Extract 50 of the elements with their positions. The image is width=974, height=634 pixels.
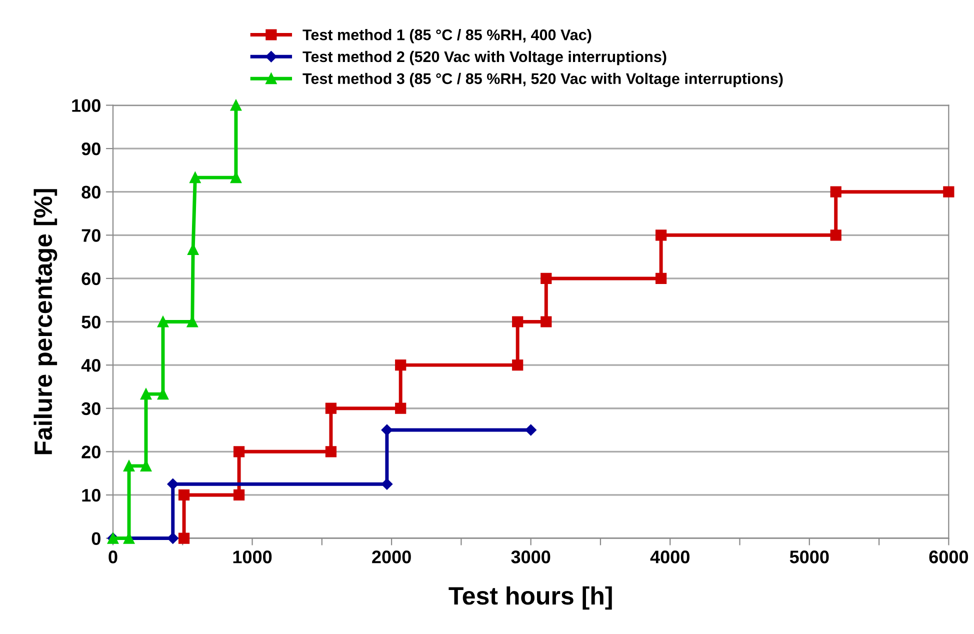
point bbox=[325, 402, 337, 414]
point bbox=[943, 186, 954, 198]
x-tick-label: 2000 bbox=[372, 550, 411, 564]
y-tick-label: 20 bbox=[82, 446, 100, 458]
legend-label: Test method 3 (85 °C / 85 %RH, 520 Vac with Voltage interruptions) bbox=[302, 72, 783, 88]
y-tick-label: 80 bbox=[82, 186, 100, 199]
point bbox=[381, 478, 393, 490]
point bbox=[540, 316, 552, 328]
point bbox=[395, 402, 406, 414]
point bbox=[178, 489, 190, 501]
y-tick-label: 100 bbox=[72, 99, 100, 112]
point bbox=[540, 272, 552, 284]
x-tick-label: 5000 bbox=[790, 550, 829, 564]
point bbox=[190, 172, 201, 184]
point bbox=[381, 424, 393, 436]
point bbox=[140, 388, 152, 400]
legend-label: Test method 1 (85 °C / 85 %RH, 400 Vac) bbox=[302, 29, 592, 44]
point bbox=[830, 186, 842, 198]
point bbox=[525, 424, 536, 436]
point bbox=[123, 460, 135, 472]
x-tick-label: 0 bbox=[108, 550, 118, 564]
x-tick-label: 4000 bbox=[650, 550, 690, 564]
x-tick-label: 1000 bbox=[233, 550, 272, 564]
point bbox=[512, 316, 524, 328]
point bbox=[512, 360, 524, 371]
legend-label: Test method 2 (520 Vac with Voltage interruptions) bbox=[302, 50, 666, 66]
point bbox=[233, 489, 245, 501]
point bbox=[325, 446, 337, 458]
y-tick-label: 30 bbox=[82, 402, 100, 416]
y-tick-label: 40 bbox=[81, 358, 100, 372]
y-tick-label: 10 bbox=[82, 488, 100, 502]
y-tick-label: 0 bbox=[92, 532, 100, 545]
y-tick-label: 60 bbox=[82, 272, 100, 286]
point bbox=[395, 360, 406, 371]
point bbox=[656, 272, 667, 284]
point bbox=[178, 532, 190, 544]
y-tick-label: 70 bbox=[82, 229, 100, 242]
point bbox=[830, 230, 842, 241]
y-tick-label: 90 bbox=[82, 142, 100, 156]
point bbox=[656, 230, 667, 241]
x-tick-label: 6000 bbox=[929, 550, 968, 564]
point bbox=[167, 478, 178, 490]
x-axis-title: Test hours [h] bbox=[448, 586, 612, 610]
point bbox=[230, 100, 242, 111]
x-tick-label: 3000 bbox=[511, 550, 550, 564]
point bbox=[167, 532, 178, 544]
point bbox=[157, 316, 169, 328]
y-tick-label: 50 bbox=[82, 316, 100, 328]
point bbox=[233, 446, 245, 458]
y-axis-title: Failure percentage [%] bbox=[34, 189, 58, 454]
